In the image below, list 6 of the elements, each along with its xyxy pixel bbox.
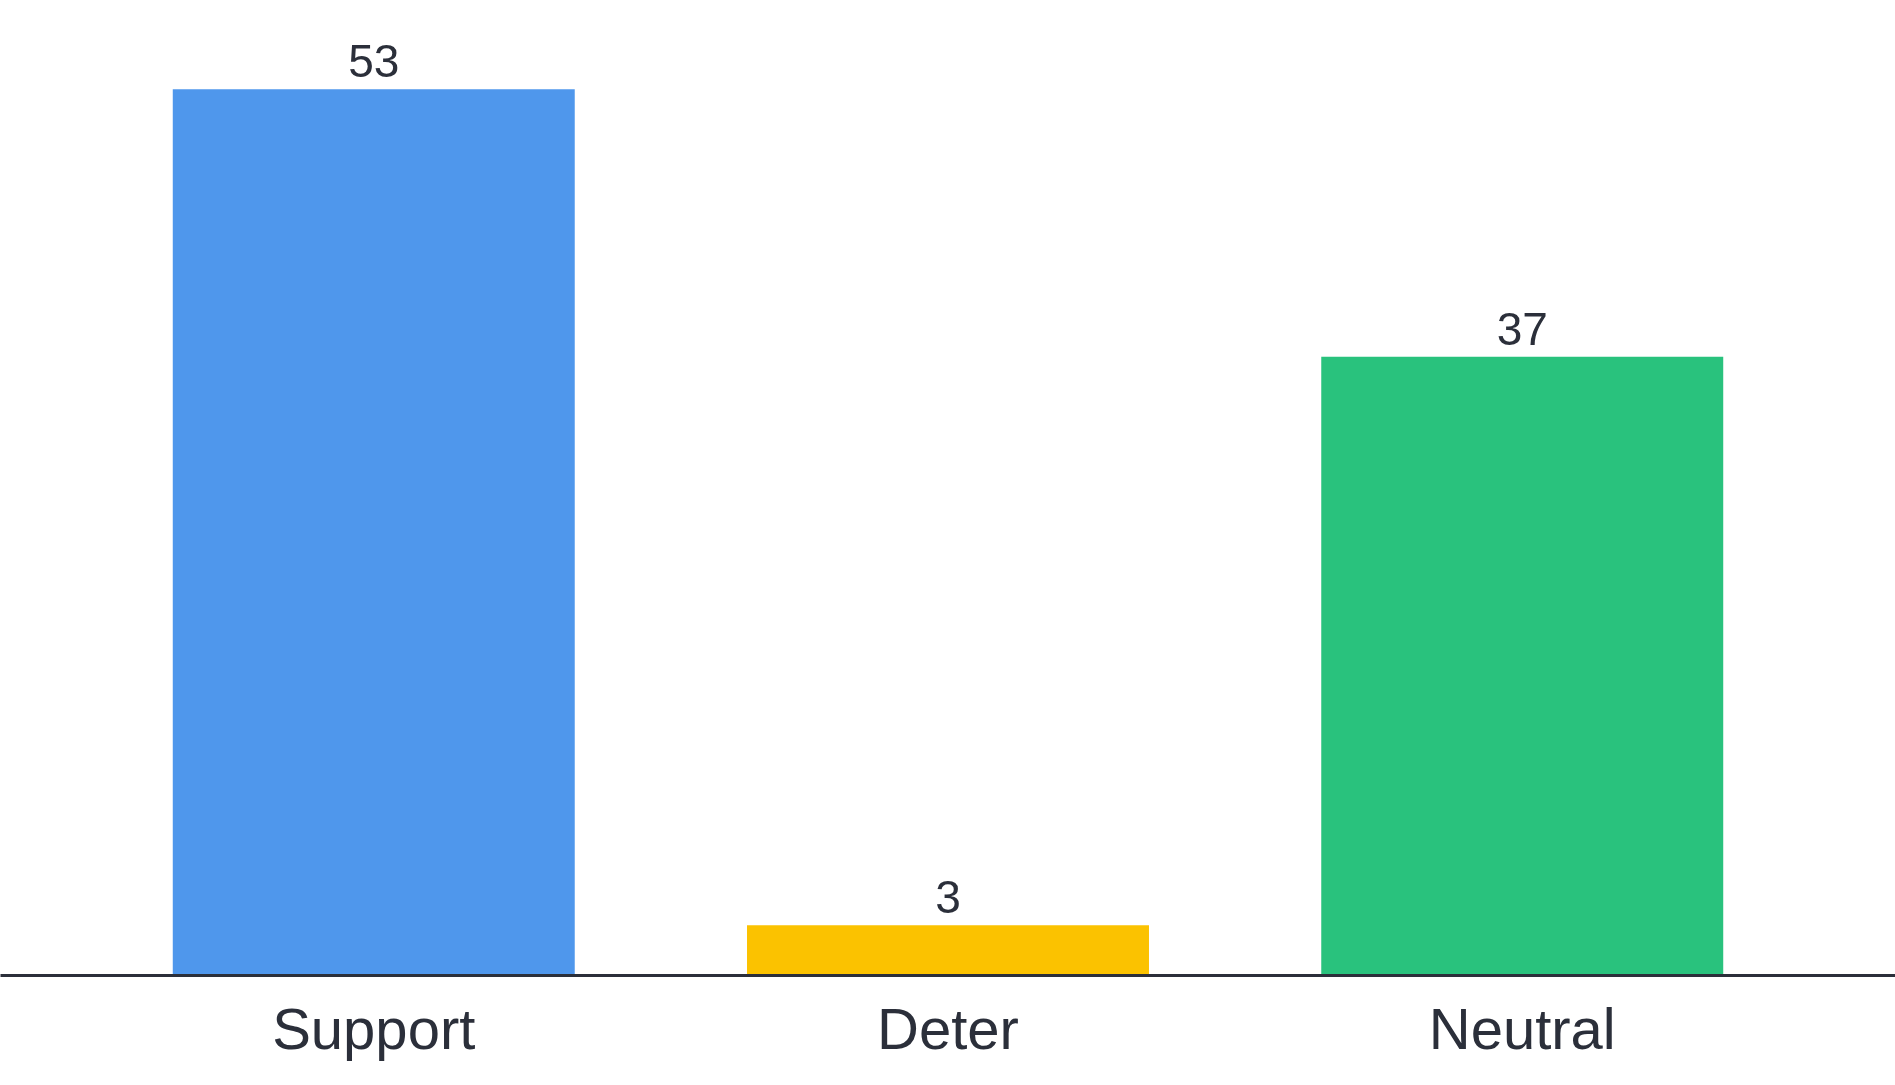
x-tick-label: Deter (877, 995, 1019, 1061)
data-label: 53 (348, 35, 400, 88)
data-label: 3 (935, 871, 961, 924)
data-label: 37 (1496, 302, 1548, 355)
x-tick-label: Neutral (1428, 995, 1616, 1061)
x-tick-label: Support (272, 995, 476, 1061)
